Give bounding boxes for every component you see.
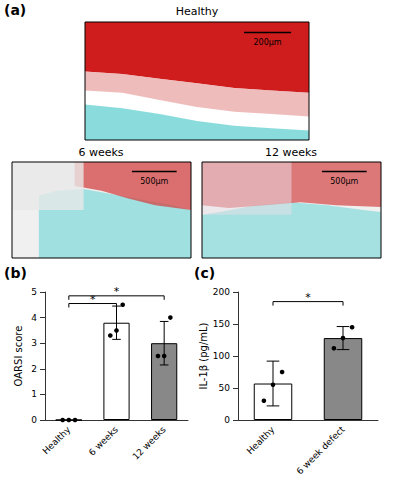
svg-text:Healthy: Healthy bbox=[41, 424, 73, 456]
svg-text:0: 0 bbox=[224, 415, 230, 425]
svg-text:(a): (a) bbox=[4, 2, 26, 18]
svg-text:12 weeks: 12 weeks bbox=[131, 424, 168, 461]
svg-text:4: 4 bbox=[31, 313, 37, 323]
svg-text:5: 5 bbox=[31, 287, 37, 297]
svg-text:500μm: 500μm bbox=[330, 177, 358, 186]
svg-text:Healthy: Healthy bbox=[176, 5, 219, 18]
svg-text:150: 150 bbox=[213, 319, 230, 329]
svg-text:*: * bbox=[114, 285, 120, 298]
svg-text:0: 0 bbox=[31, 415, 37, 425]
svg-text:*: * bbox=[90, 293, 96, 306]
svg-text:*: * bbox=[305, 291, 311, 304]
svg-text:6 week defect: 6 week defect bbox=[295, 424, 347, 476]
svg-text:50: 50 bbox=[219, 383, 231, 393]
svg-text:Healthy: Healthy bbox=[245, 424, 277, 456]
svg-text:200: 200 bbox=[213, 287, 230, 297]
svg-text:IL-1β (pg/mL): IL-1β (pg/mL) bbox=[198, 322, 209, 389]
svg-text:6 weeks: 6 weeks bbox=[78, 146, 123, 159]
svg-text:6 weeks: 6 weeks bbox=[87, 424, 120, 457]
svg-text:(c): (c) bbox=[194, 265, 215, 281]
svg-text:OARSI score: OARSI score bbox=[13, 326, 24, 387]
svg-text:200μm: 200μm bbox=[253, 38, 281, 47]
svg-text:100: 100 bbox=[213, 351, 230, 361]
svg-text:12 weeks: 12 weeks bbox=[265, 146, 317, 159]
svg-text:1: 1 bbox=[31, 389, 37, 399]
svg-text:500μm: 500μm bbox=[140, 177, 168, 186]
svg-text:2: 2 bbox=[31, 364, 37, 374]
svg-text:(b): (b) bbox=[4, 265, 27, 281]
svg-text:3: 3 bbox=[31, 338, 37, 348]
